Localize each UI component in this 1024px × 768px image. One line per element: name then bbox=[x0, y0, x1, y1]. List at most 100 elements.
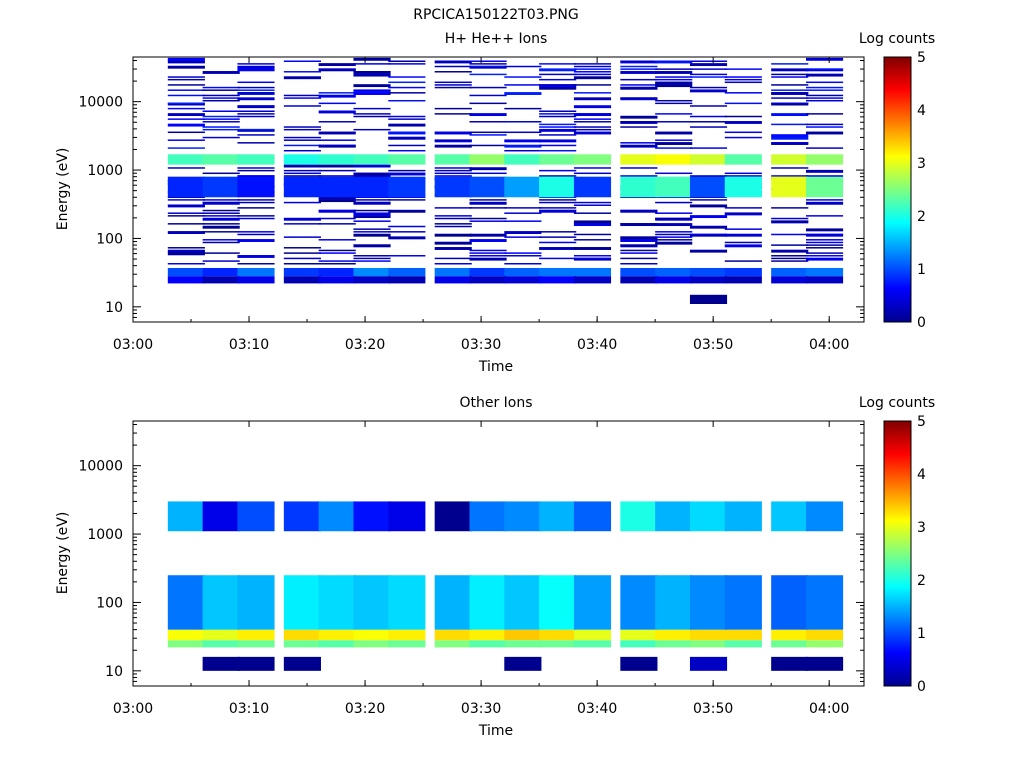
heatmap-cell bbox=[771, 154, 809, 165]
heatmap-cell bbox=[469, 167, 507, 171]
heatmap-cell bbox=[805, 252, 844, 254]
heatmap-cell bbox=[318, 92, 356, 94]
y-tick-label: 10 bbox=[105, 664, 123, 680]
heatmap-cell bbox=[620, 60, 658, 62]
heatmap-cell bbox=[504, 76, 542, 78]
heatmap-cell bbox=[620, 239, 658, 242]
heatmap-cell bbox=[724, 629, 762, 641]
heatmap-cell bbox=[724, 102, 762, 105]
heatmap-cell bbox=[539, 134, 577, 136]
heatmap-cell bbox=[689, 60, 728, 62]
x-tick-label: 03:20 bbox=[345, 701, 385, 717]
heatmap-cell bbox=[202, 241, 240, 244]
heatmap-cell bbox=[388, 255, 426, 257]
heatmap-cells bbox=[167, 57, 844, 304]
heatmap-cell bbox=[655, 176, 693, 198]
heatmap-cell bbox=[353, 640, 391, 648]
heatmap-cell bbox=[388, 60, 426, 62]
heatmap-cell bbox=[283, 575, 321, 630]
heatmap-cell bbox=[283, 176, 321, 198]
heatmap-cell bbox=[469, 217, 507, 220]
heatmap-cell bbox=[724, 241, 762, 244]
heatmap-cell bbox=[539, 68, 577, 72]
heatmap-cell bbox=[237, 239, 275, 242]
heatmap-cell bbox=[539, 175, 577, 177]
heatmap-cell bbox=[620, 78, 658, 81]
heatmap-cell bbox=[539, 575, 577, 630]
heatmap-cell bbox=[353, 92, 391, 95]
heatmap-cell bbox=[689, 276, 728, 284]
heatmap-cell bbox=[504, 236, 542, 238]
heatmap-cell bbox=[318, 63, 356, 67]
heatmap-cell bbox=[655, 223, 693, 227]
heatmap-cell bbox=[202, 260, 240, 262]
heatmap-cell bbox=[805, 113, 844, 115]
heatmap-cell bbox=[434, 262, 472, 265]
heatmap-cell bbox=[434, 113, 472, 115]
heatmap-cell bbox=[434, 167, 472, 169]
heatmap-cell bbox=[573, 501, 612, 532]
heatmap-cell bbox=[655, 239, 693, 241]
x-tick-label: 03:20 bbox=[345, 337, 385, 353]
colorbar bbox=[883, 420, 912, 687]
heatmap-cell bbox=[388, 225, 426, 228]
heatmap-cell bbox=[539, 231, 577, 233]
heatmap-cell bbox=[573, 201, 612, 204]
heatmap-cell bbox=[539, 207, 577, 209]
heatmap-cell bbox=[469, 144, 507, 147]
heatmap-cell bbox=[620, 262, 658, 265]
heatmap-cell bbox=[573, 92, 612, 94]
heatmap-cell bbox=[434, 172, 472, 175]
heatmap-cell bbox=[167, 118, 205, 120]
heatmap-cell bbox=[283, 76, 321, 80]
heatmap-cell bbox=[318, 131, 356, 135]
heatmap-cell bbox=[689, 267, 728, 277]
heatmap-cell bbox=[434, 207, 472, 209]
heatmap-cell bbox=[434, 86, 472, 89]
heatmap-cell bbox=[771, 249, 809, 253]
heatmap-cell bbox=[469, 276, 507, 284]
heatmap-cell bbox=[353, 115, 391, 118]
heatmap-cell bbox=[539, 640, 577, 648]
heatmap-cell bbox=[434, 81, 472, 84]
heatmap-cell bbox=[237, 501, 275, 532]
heatmap-cell bbox=[388, 118, 426, 120]
heatmap-cell bbox=[573, 73, 612, 76]
heatmap-cell bbox=[805, 126, 844, 128]
heatmap-cell bbox=[434, 225, 472, 228]
heatmap-cell bbox=[620, 142, 658, 144]
heatmap-cell bbox=[237, 215, 275, 217]
heatmap-cell bbox=[504, 65, 542, 68]
heatmap-cell bbox=[620, 84, 658, 86]
heatmap-cell bbox=[771, 92, 809, 94]
heatmap-cell bbox=[504, 107, 542, 110]
heatmap-cell bbox=[202, 225, 240, 229]
heatmap-cell bbox=[689, 249, 728, 253]
heatmap-cell bbox=[202, 629, 240, 641]
y-tick-label: 10000 bbox=[78, 459, 123, 475]
heatmap-cell bbox=[655, 212, 693, 214]
heatmap-cell bbox=[353, 175, 391, 179]
heatmap-cell bbox=[353, 260, 391, 262]
heatmap-cell bbox=[283, 172, 321, 175]
heatmap-cell bbox=[353, 84, 391, 88]
heatmap-cell bbox=[805, 255, 844, 257]
heatmap-cell bbox=[434, 257, 472, 260]
heatmap-cell bbox=[202, 172, 240, 175]
heatmap-cell bbox=[237, 207, 275, 209]
heatmap-cell bbox=[167, 267, 205, 277]
heatmap-cell bbox=[620, 236, 658, 238]
heatmap-cell bbox=[655, 276, 693, 284]
heatmap-cell bbox=[504, 501, 542, 532]
heatmap-cell bbox=[353, 233, 391, 237]
heatmap-cell bbox=[167, 176, 205, 198]
colorbar-tick-label: 5 bbox=[917, 50, 926, 66]
heatmap-cell bbox=[388, 115, 426, 118]
heatmap-cell bbox=[318, 501, 356, 532]
y-tick-label: 100 bbox=[96, 595, 123, 611]
heatmap-cell bbox=[318, 260, 356, 262]
heatmap-cell bbox=[539, 144, 577, 147]
heatmap-cell bbox=[237, 97, 275, 101]
heatmap-cell bbox=[771, 217, 809, 220]
